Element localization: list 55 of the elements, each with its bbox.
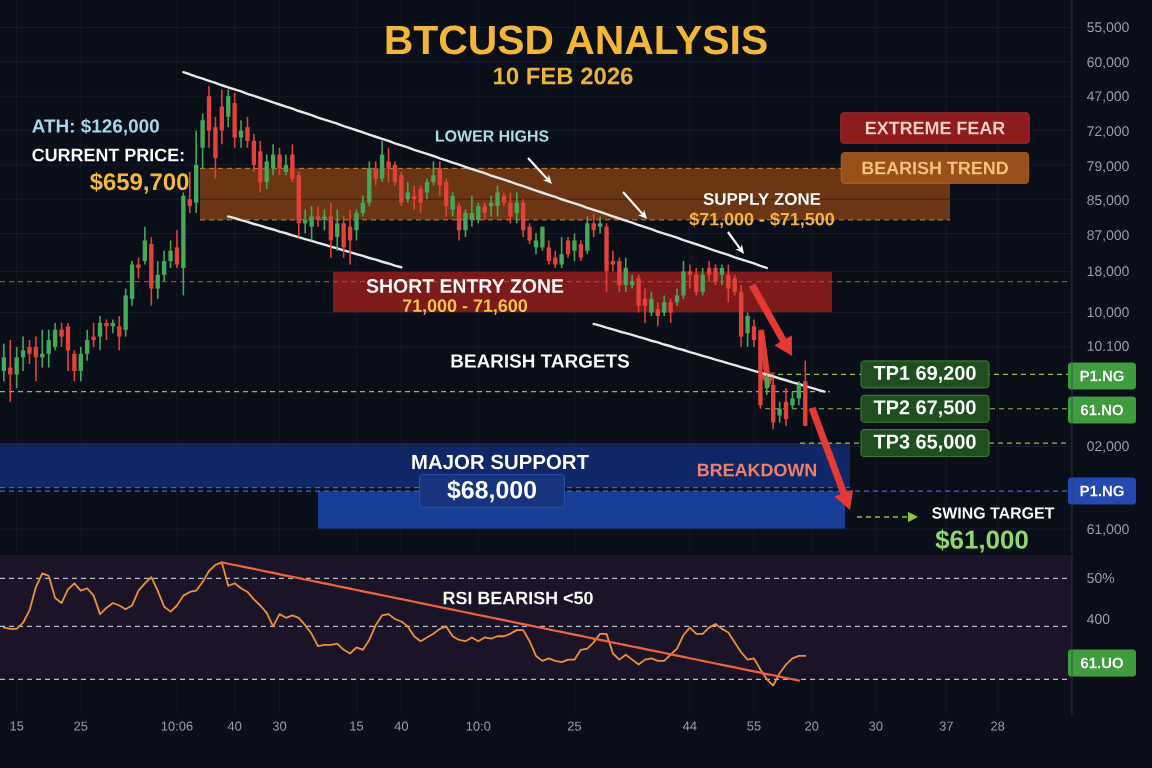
x-tick-label: 15 — [10, 721, 24, 731]
text: P1.NG — [1080, 370, 1124, 382]
annotation: EXTREME FEAR — [865, 121, 1005, 135]
text: 400 — [1087, 614, 1110, 624]
x-tick-label: 30 — [869, 721, 883, 731]
text: 55,000 — [1087, 22, 1129, 34]
text: 85,000 — [1087, 195, 1129, 207]
annotation: BEARISH TREND — [862, 161, 1008, 175]
x-tick-label: 40 — [394, 721, 409, 731]
annotation: RSI BEARISH <50 — [443, 591, 593, 605]
x-tick-label: 44 — [682, 721, 697, 731]
ref-line-label: TP1 69,200 — [873, 365, 976, 383]
text: 60,000 — [1087, 57, 1129, 69]
text: 61.NO — [1080, 404, 1123, 416]
x-tick-label: 55 — [747, 721, 761, 731]
text: BREAKDOWN — [697, 463, 817, 477]
annotation: 71,000 - 71,600 — [402, 299, 528, 315]
x-tick-label: 10:0 — [466, 721, 491, 731]
x-tick-label: 10:06 — [161, 721, 193, 731]
chart-subtitle: 10 FEB 2026 — [494, 67, 633, 85]
text: 79,000 — [1087, 161, 1129, 173]
text: 18,000 — [1087, 266, 1129, 278]
text: SWING TARGET — [932, 507, 1055, 519]
text: $61,000 — [935, 529, 1028, 553]
ref-line-label: TP2 67,500 — [873, 400, 976, 418]
band-label: SHORT ENTRY ZONE — [366, 279, 564, 293]
text: 47,000 — [1087, 91, 1129, 103]
text: 87,000 — [1087, 230, 1129, 242]
text: 72,000 — [1087, 126, 1129, 138]
text: 50% — [1087, 573, 1115, 583]
x-tick-label: 25 — [567, 721, 582, 731]
band-label: MAJOR SUPPORT — [412, 454, 589, 470]
x-tick-label: 40 — [227, 721, 242, 731]
text: 61,000 — [1087, 524, 1129, 536]
x-tick-label: 15 — [350, 721, 364, 731]
annotation: $659,700 — [90, 172, 189, 194]
x-tick-label: 25 — [74, 721, 88, 731]
annotation: $71,000 - $71,500 — [689, 211, 834, 229]
x-tick-label: 37 — [939, 721, 953, 731]
x-tick-label: 30 — [272, 721, 287, 731]
text: 02,000 — [1087, 441, 1129, 453]
ref-line-label: TP3 65,000 — [873, 434, 976, 452]
band-label: SUPPLY ZONE — [703, 193, 821, 205]
text: P1.NG — [1080, 485, 1124, 497]
text: 61.UO — [1080, 657, 1123, 669]
x-tick-label: 20 — [805, 721, 819, 731]
annotation: CURRENT PRICE: — [32, 148, 184, 162]
text: 10,000 — [1087, 307, 1129, 319]
annotation: ATH: $126,000 — [32, 118, 159, 136]
x-tick-label: 28 — [991, 721, 1005, 731]
annotation: LOWER HIGHS — [435, 130, 549, 142]
text: $68,000 — [447, 479, 536, 503]
annotation: BEARISH TARGETS — [451, 354, 629, 368]
chart-title: BTCUSD ANALYSIS — [386, 25, 767, 55]
text: 10.100 — [1087, 341, 1129, 351]
